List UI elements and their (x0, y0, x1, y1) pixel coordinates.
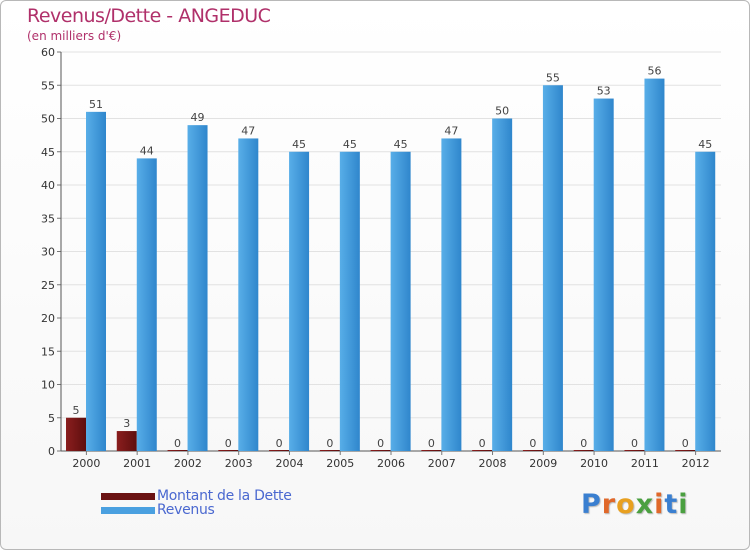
x-tick-label: 2002 (174, 457, 202, 470)
debt-value-label: 0 (428, 437, 435, 450)
revenue-value-label: 47 (241, 124, 255, 137)
y-tick-label: 30 (41, 246, 55, 259)
chart-title: Revenus/Dette - ANGEDUC (27, 5, 271, 27)
debt-bar (472, 450, 493, 451)
debt-value-label: 0 (276, 437, 283, 450)
revenue-bar (390, 151, 411, 451)
revenue-value-label: 45 (343, 138, 357, 151)
y-tick-label: 35 (41, 212, 55, 225)
debt-value-label: 0 (682, 437, 689, 450)
debt-value-label: 0 (580, 437, 587, 450)
y-tick-label: 0 (48, 445, 55, 458)
x-tick-label: 2012 (682, 457, 710, 470)
debt-bar (319, 450, 340, 451)
debt-value-label: 0 (529, 437, 536, 450)
debt-value-label: 0 (631, 437, 638, 450)
legend-item-debt: Montant de la Dette (101, 487, 292, 505)
debt-value-label: 0 (479, 437, 486, 450)
debt-bar (675, 450, 696, 451)
x-tick-label: 2008 (479, 457, 507, 470)
revenue-bar (441, 138, 462, 451)
y-tick-label: 15 (41, 345, 55, 358)
x-tick-label: 2010 (580, 457, 608, 470)
y-tick-label: 45 (41, 146, 55, 159)
debt-bar (370, 450, 391, 451)
debt-bar (116, 431, 137, 451)
x-tick-label: 2011 (631, 457, 659, 470)
revenue-value-label: 53 (597, 85, 611, 98)
revenue-bar (492, 118, 513, 451)
debt-value-label: 0 (225, 437, 232, 450)
revenue-value-label: 50 (495, 105, 509, 118)
chart-subtitle: (en milliers d'€) (27, 29, 122, 43)
y-tick-label: 40 (41, 179, 55, 192)
debt-bar (522, 450, 543, 451)
debt-bar (66, 417, 86, 451)
revenue-value-label: 56 (647, 65, 661, 78)
revenue-bar (136, 158, 157, 451)
revenue-value-label: 47 (444, 124, 458, 137)
debt-bar (573, 450, 594, 451)
debt-value-label: 0 (377, 437, 384, 450)
x-tick-label: 2006 (377, 457, 405, 470)
revenue-bar (542, 85, 563, 451)
x-tick-label: 2009 (529, 457, 557, 470)
x-tick-label: 2003 (225, 457, 253, 470)
debt-bar (421, 450, 442, 451)
x-tick-label: 2005 (326, 457, 354, 470)
revenue-value-label: 45 (698, 138, 712, 151)
debt-value-label: 0 (326, 437, 333, 450)
x-tick-label: 2004 (275, 457, 303, 470)
y-tick-label: 10 (41, 379, 55, 392)
revenue-value-label: 51 (89, 98, 103, 111)
debt-value-label: 5 (73, 404, 80, 417)
y-tick-label: 50 (41, 113, 55, 126)
debt-value-label: 3 (123, 417, 130, 430)
revenue-bar (339, 151, 360, 451)
debt-bar (624, 450, 645, 451)
revenue-bar (289, 151, 310, 451)
proxiti-logo: Proxiti (581, 489, 689, 520)
revenue-value-label: 44 (140, 144, 154, 157)
revenue-bar (644, 78, 665, 451)
debt-bar (269, 450, 290, 451)
revenue-bar (238, 138, 259, 451)
legend-label-revenue: Revenus (157, 502, 215, 518)
debt-value-label: 0 (174, 437, 181, 450)
revenue-bar (187, 125, 208, 452)
legend-label-debt: Montant de la Dette (157, 488, 292, 504)
revenue-value-label: 49 (191, 111, 205, 124)
y-tick-label: 5 (48, 412, 55, 425)
x-tick-label: 2000 (72, 457, 100, 470)
debt-swatch-icon (101, 492, 155, 500)
revenue-value-label: 55 (546, 71, 560, 84)
y-tick-label: 20 (41, 312, 55, 325)
revenue-bar (86, 111, 106, 451)
y-tick-label: 25 (41, 279, 55, 292)
x-tick-label: 2001 (123, 457, 151, 470)
y-tick-label: 60 (41, 46, 55, 59)
revenue-bar (695, 151, 716, 451)
revenue-bar (593, 98, 614, 452)
legend-item-revenue: Revenus (101, 501, 215, 519)
debt-bar (218, 450, 239, 451)
revenue-value-label: 45 (394, 138, 408, 151)
x-tick-label: 2007 (428, 457, 456, 470)
y-tick-label: 55 (41, 79, 55, 92)
revenue-swatch-icon (101, 506, 155, 514)
debt-bar (167, 450, 188, 451)
revenue-value-label: 45 (292, 138, 306, 151)
